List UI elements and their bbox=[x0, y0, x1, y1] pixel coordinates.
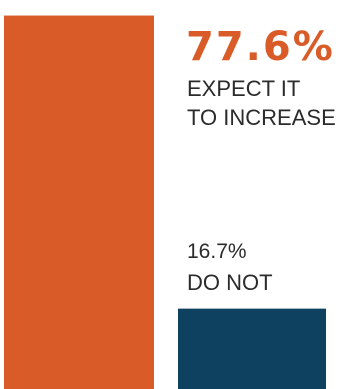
category-label-do-not: DO NOT bbox=[187, 270, 273, 295]
value-label-increase: 77.6% bbox=[186, 24, 335, 70]
bar-do-not bbox=[178, 308, 326, 389]
bars-group bbox=[4, 15, 326, 389]
category-label-increase-line1: EXPECT IT bbox=[187, 76, 300, 101]
category-label-increase-line2: TO INCREASE bbox=[187, 105, 336, 130]
value-label-do-not: 16.7% bbox=[187, 240, 247, 263]
bar-increase bbox=[4, 15, 154, 389]
